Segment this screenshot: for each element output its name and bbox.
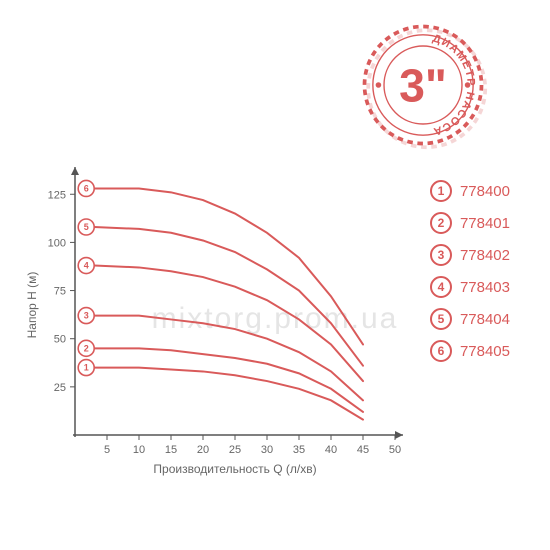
- legend-label: 778402: [460, 247, 510, 264]
- series-marker-label: 1: [84, 363, 89, 373]
- series-line: [94, 227, 363, 366]
- y-tick-label: 25: [54, 382, 66, 394]
- x-tick-label: 35: [293, 444, 305, 456]
- diameter-badge: ДИАМЕТР НАСОСА 3": [358, 20, 488, 150]
- series-marker-label: 6: [84, 183, 89, 193]
- legend-label: 778405: [460, 343, 510, 360]
- legend-marker: 1: [430, 180, 452, 202]
- legend: 1 778400 2 778401 3 778402 4 778403 5 778404 6 7784…: [430, 180, 510, 362]
- legend-label: 778400: [460, 183, 510, 200]
- x-tick-label: 15: [165, 444, 177, 456]
- legend-marker: 3: [430, 244, 452, 266]
- legend-marker: 4: [430, 276, 452, 298]
- legend-marker: 2: [430, 212, 452, 234]
- legend-label: 778401: [460, 215, 510, 232]
- legend-row: 2 778401: [430, 212, 510, 234]
- x-tick-label: 5: [104, 444, 110, 456]
- x-tick-label: 20: [197, 444, 209, 456]
- legend-row: 4 778403: [430, 276, 510, 298]
- legend-row: 3 778402: [430, 244, 510, 266]
- series-marker-label: 2: [84, 343, 89, 353]
- y-tick-label: 50: [54, 334, 66, 346]
- x-tick-label: 10: [133, 444, 145, 456]
- series-marker-label: 3: [84, 311, 89, 321]
- legend-marker: 5: [430, 308, 452, 330]
- series-marker-label: 4: [84, 261, 89, 271]
- legend-label: 778404: [460, 311, 510, 328]
- series-marker-label: 5: [84, 222, 89, 232]
- y-axis-label: Напор H (м): [25, 272, 39, 339]
- legend-row: 1 778400: [430, 180, 510, 202]
- x-tick-label: 40: [325, 444, 337, 456]
- x-tick-label: 50: [389, 444, 401, 456]
- page: mixtorg.prom.ua ДИАМЕТР НАСОСА 3": [0, 0, 550, 550]
- y-tick-label: 75: [54, 286, 66, 298]
- legend-marker: 6: [430, 340, 452, 362]
- badge-value: 3": [399, 60, 447, 112]
- x-tick-label: 30: [261, 444, 273, 456]
- series-line: [94, 266, 363, 382]
- legend-row: 5 778404: [430, 308, 510, 330]
- legend-label: 778403: [460, 279, 510, 296]
- series-line: [94, 368, 363, 420]
- y-tick-label: 125: [48, 189, 66, 201]
- series-line: [94, 348, 363, 412]
- y-tick-label: 100: [48, 237, 66, 249]
- x-axis-label: Производительность Q (л/хв): [153, 462, 316, 476]
- x-tick-label: 25: [229, 444, 241, 456]
- chart: 5101520253035404550255075100125Производи…: [20, 165, 410, 485]
- x-tick-label: 45: [357, 444, 369, 456]
- legend-row: 6 778405: [430, 340, 510, 362]
